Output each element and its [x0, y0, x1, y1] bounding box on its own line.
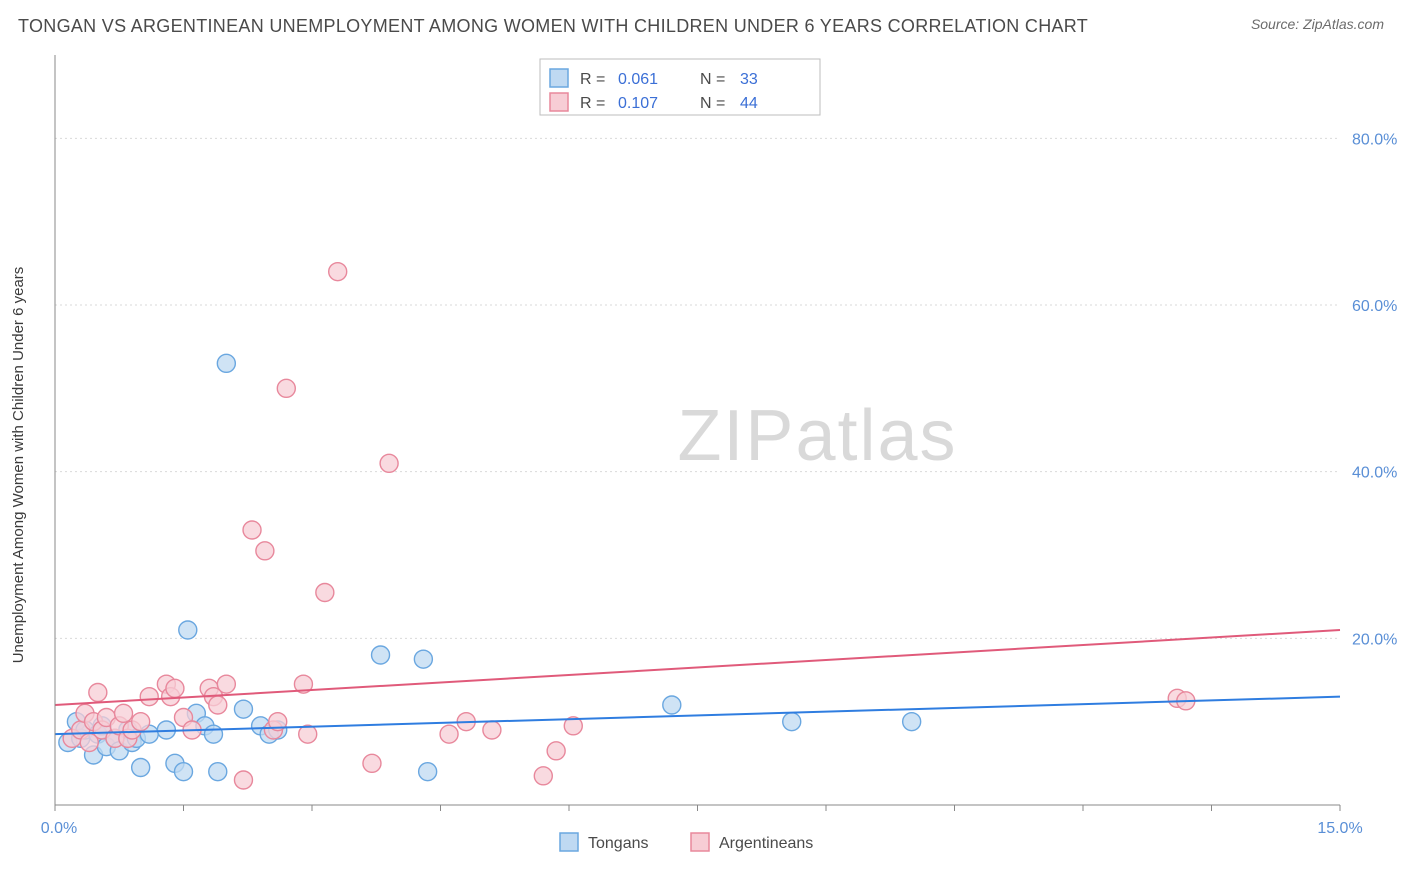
data-point-argentineans	[132, 713, 150, 731]
data-point-tongans	[414, 650, 432, 668]
x-tick-label: 0.0%	[41, 820, 77, 837]
data-point-argentineans	[89, 684, 107, 702]
data-point-argentineans	[440, 725, 458, 743]
data-point-argentineans	[483, 721, 501, 739]
data-point-argentineans	[256, 542, 274, 560]
legend-r-value: 0.107	[618, 95, 658, 112]
y-tick-label: 80.0%	[1352, 131, 1397, 148]
legend-r-value: 0.061	[618, 71, 658, 88]
data-point-tongans	[204, 725, 222, 743]
data-point-argentineans	[234, 771, 252, 789]
y-tick-label: 20.0%	[1352, 631, 1397, 648]
data-point-tongans	[132, 759, 150, 777]
data-point-argentineans	[547, 742, 565, 760]
correlation-scatter-chart: 20.0% 40.0% 60.0% 80.0% ZIPatlas 0.0% 15.0% R =…	[0, 45, 1406, 875]
watermark: ZIPatlas	[677, 396, 957, 476]
bottom-legend-swatch-argentineans	[691, 833, 709, 851]
bottom-legend-swatch-tongans	[560, 833, 578, 851]
chart-title: TONGAN VS ARGENTINEAN UNEMPLOYMENT AMONG…	[18, 16, 1088, 37]
data-point-argentineans	[277, 379, 295, 397]
legend-n-label: N =	[700, 71, 725, 88]
y-axis-label: Unemployment Among Women with Children U…	[10, 267, 27, 664]
data-point-argentineans	[166, 679, 184, 697]
y-tick-label: 40.0%	[1352, 465, 1397, 482]
legend-swatch-argentineans	[550, 93, 568, 111]
data-point-argentineans	[115, 704, 133, 722]
legend-n-value: 33	[740, 71, 758, 88]
legend-n-label: N =	[700, 95, 725, 112]
data-point-argentineans	[329, 263, 347, 281]
data-point-tongans	[179, 621, 197, 639]
data-point-argentineans	[217, 675, 235, 693]
data-point-tongans	[234, 700, 252, 718]
bottom-legend-label: Argentineans	[719, 835, 813, 852]
data-point-argentineans	[380, 454, 398, 472]
data-point-argentineans	[363, 754, 381, 772]
x-tick-label: 15.0%	[1317, 820, 1362, 837]
data-point-tongans	[209, 763, 227, 781]
data-point-argentineans	[243, 521, 261, 539]
data-point-tongans	[175, 763, 193, 781]
data-point-argentineans	[534, 767, 552, 785]
bottom-legend-label: Tongans	[588, 835, 649, 852]
y-tick-label: 60.0%	[1352, 298, 1397, 315]
data-point-argentineans	[140, 688, 158, 706]
data-point-tongans	[217, 354, 235, 372]
data-point-tongans	[372, 646, 390, 664]
data-point-tongans	[663, 696, 681, 714]
source-label: Source: ZipAtlas.com	[1251, 16, 1384, 32]
data-point-argentineans	[316, 584, 334, 602]
legend-r-label: R =	[580, 95, 605, 112]
data-point-tongans	[783, 713, 801, 731]
trend-line-argentineans	[55, 630, 1340, 705]
legend-swatch-tongans	[550, 69, 568, 87]
legend-n-value: 44	[740, 95, 758, 112]
data-point-tongans	[419, 763, 437, 781]
legend-r-label: R =	[580, 71, 605, 88]
data-point-argentineans	[209, 696, 227, 714]
data-point-tongans	[903, 713, 921, 731]
